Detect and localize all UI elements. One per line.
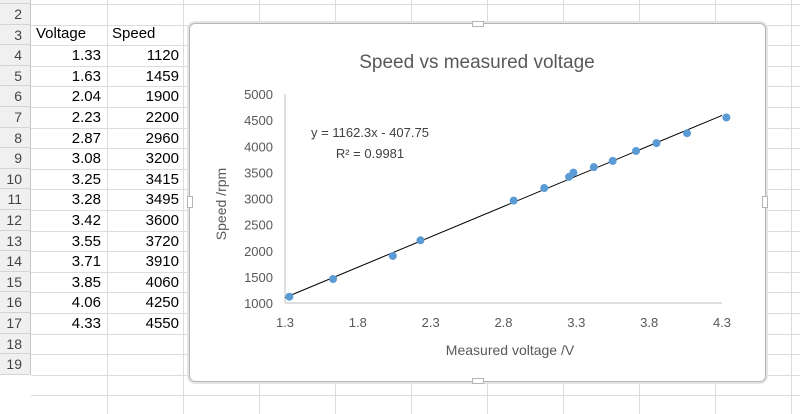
speed-cell[interactable]: 4550 bbox=[145, 315, 179, 332]
row-header[interactable] bbox=[0, 0, 31, 4]
chart-title: Speed vs measured voltage bbox=[359, 52, 595, 73]
row-header[interactable]: 4 bbox=[0, 45, 31, 66]
voltage-cell[interactable]: 4.33 bbox=[71, 315, 101, 332]
column-gridline bbox=[183, 0, 184, 414]
chart-object[interactable]: Speed vs measured voltage Speed /rpm Mea… bbox=[187, 21, 768, 384]
row-header[interactable]: 6 bbox=[0, 86, 31, 107]
voltage-cell[interactable]: 1.33 bbox=[71, 47, 101, 65]
header-cell-voltage[interactable]: Voltage bbox=[36, 25, 87, 42]
x-tick-labels: 1.3 1.8 2.3 2.8 3.3 3.8 4.3 bbox=[276, 315, 731, 330]
voltage-cell[interactable]: 3.28 bbox=[71, 191, 101, 209]
voltage-cell[interactable]: 4.06 bbox=[71, 294, 101, 312]
row-header[interactable]: 13 bbox=[0, 230, 31, 252]
speed-cell[interactable]: 4250 bbox=[145, 294, 179, 312]
voltage-cell[interactable]: 3.08 bbox=[71, 150, 101, 168]
speed-cell[interactable]: 4060 bbox=[145, 273, 179, 291]
y-tick-label: 1500 bbox=[244, 270, 273, 285]
column-gridline bbox=[791, 0, 792, 414]
voltage-cell[interactable]: 3.85 bbox=[71, 273, 101, 291]
voltage-cell[interactable]: 3.55 bbox=[71, 232, 101, 250]
y-tick-label: 3000 bbox=[244, 192, 273, 207]
x-tick-label: 1.3 bbox=[276, 315, 294, 330]
row-header[interactable]: 2 bbox=[0, 4, 31, 25]
row-header[interactable]: 9 bbox=[0, 148, 31, 169]
speed-cell[interactable]: 3495 bbox=[145, 191, 179, 209]
x-tick-label: 3.3 bbox=[567, 315, 585, 330]
y-tick-label: 4500 bbox=[244, 113, 273, 128]
data-point bbox=[509, 196, 518, 205]
voltage-cell[interactable]: 1.63 bbox=[71, 67, 101, 85]
data-point bbox=[652, 139, 661, 148]
header-cell-speed[interactable]: Speed bbox=[112, 25, 156, 42]
row-header[interactable]: 19 bbox=[0, 354, 31, 375]
voltage-cell[interactable]: 2.23 bbox=[71, 109, 101, 126]
data-point bbox=[683, 129, 692, 138]
y-tick-labels: 1000 1500 2000 2500 3000 3500 4000 4500 5000 bbox=[244, 87, 273, 311]
data-point bbox=[416, 236, 425, 245]
row-gridline bbox=[31, 395, 800, 397]
voltage-cell[interactable]: 2.87 bbox=[71, 129, 101, 147]
row-header[interactable]: 3 bbox=[0, 24, 31, 46]
speed-cell[interactable]: 2200 bbox=[145, 109, 179, 126]
y-tick-label: 2000 bbox=[244, 244, 273, 259]
resize-handle-bottom[interactable] bbox=[472, 378, 484, 384]
row-header[interactable]: 15 bbox=[0, 271, 31, 293]
data-point bbox=[388, 251, 397, 260]
data-points bbox=[285, 113, 731, 301]
scatter-chart: Speed vs measured voltage Speed /rpm Mea… bbox=[213, 52, 731, 358]
row-header[interactable]: 12 bbox=[0, 210, 31, 231]
trendline bbox=[284, 114, 723, 299]
resize-handle-right[interactable] bbox=[762, 196, 768, 208]
row-gridline bbox=[31, 4, 800, 5]
row-header[interactable]: 5 bbox=[0, 65, 31, 87]
voltage-cell[interactable]: 3.25 bbox=[71, 170, 101, 188]
speed-cell[interactable]: 3415 bbox=[145, 170, 179, 188]
row-header[interactable]: 7 bbox=[0, 107, 31, 128]
data-point bbox=[632, 146, 641, 155]
row-header[interactable]: 11 bbox=[0, 189, 31, 210]
x-tick-label: 1.8 bbox=[349, 315, 367, 330]
trendline-equation-label: y = 1162.3x - 407.75 bbox=[311, 125, 429, 140]
x-tick-label: 2.3 bbox=[422, 315, 440, 330]
row-header[interactable]: 16 bbox=[0, 292, 31, 313]
speed-cell[interactable]: 3600 bbox=[145, 212, 179, 229]
row-header[interactable]: 17 bbox=[0, 313, 31, 334]
data-point bbox=[589, 163, 598, 172]
y-tick-label: 1000 bbox=[244, 296, 273, 311]
y-tick-label: 5000 bbox=[244, 87, 273, 102]
trendline-group bbox=[284, 114, 723, 299]
row-header[interactable]: 8 bbox=[0, 127, 31, 149]
data-point bbox=[285, 292, 294, 301]
data-point bbox=[608, 156, 617, 165]
y-tick-label: 3500 bbox=[244, 165, 273, 180]
speed-cell[interactable]: 3720 bbox=[145, 232, 179, 250]
speed-cell[interactable]: 1459 bbox=[145, 67, 179, 85]
column-gridline bbox=[107, 0, 108, 414]
y-tick-label: 2500 bbox=[244, 218, 273, 233]
row-header[interactable]: 18 bbox=[0, 333, 31, 355]
x-axis-label: Measured voltage /V bbox=[446, 342, 575, 358]
voltage-cell[interactable]: 2.04 bbox=[71, 88, 101, 106]
data-point bbox=[329, 275, 338, 284]
resize-handle-top[interactable] bbox=[472, 21, 484, 27]
row-header[interactable]: 10 bbox=[0, 168, 31, 190]
r-squared-label: R² = 0.9981 bbox=[336, 146, 404, 161]
speed-cell[interactable]: 3200 bbox=[145, 150, 179, 168]
voltage-cell[interactable]: 3.71 bbox=[71, 253, 101, 271]
resize-handle-left[interactable] bbox=[187, 196, 193, 208]
row-header[interactable]: 14 bbox=[0, 251, 31, 272]
speed-cell[interactable]: 3910 bbox=[145, 253, 179, 271]
y-tick-label: 4000 bbox=[244, 139, 273, 154]
voltage-cell[interactable]: 3.42 bbox=[71, 212, 101, 229]
data-point bbox=[722, 113, 731, 122]
x-tick-label: 3.8 bbox=[640, 315, 658, 330]
speed-cell[interactable]: 1900 bbox=[145, 88, 179, 106]
data-point bbox=[569, 168, 578, 177]
x-tick-label: 2.8 bbox=[494, 315, 512, 330]
speed-cell[interactable]: 1120 bbox=[146, 47, 179, 65]
x-tick-label: 4.3 bbox=[713, 315, 731, 330]
speed-cell[interactable]: 2960 bbox=[145, 129, 179, 147]
data-point bbox=[540, 184, 549, 193]
y-axis-label: Speed /rpm bbox=[213, 168, 229, 240]
